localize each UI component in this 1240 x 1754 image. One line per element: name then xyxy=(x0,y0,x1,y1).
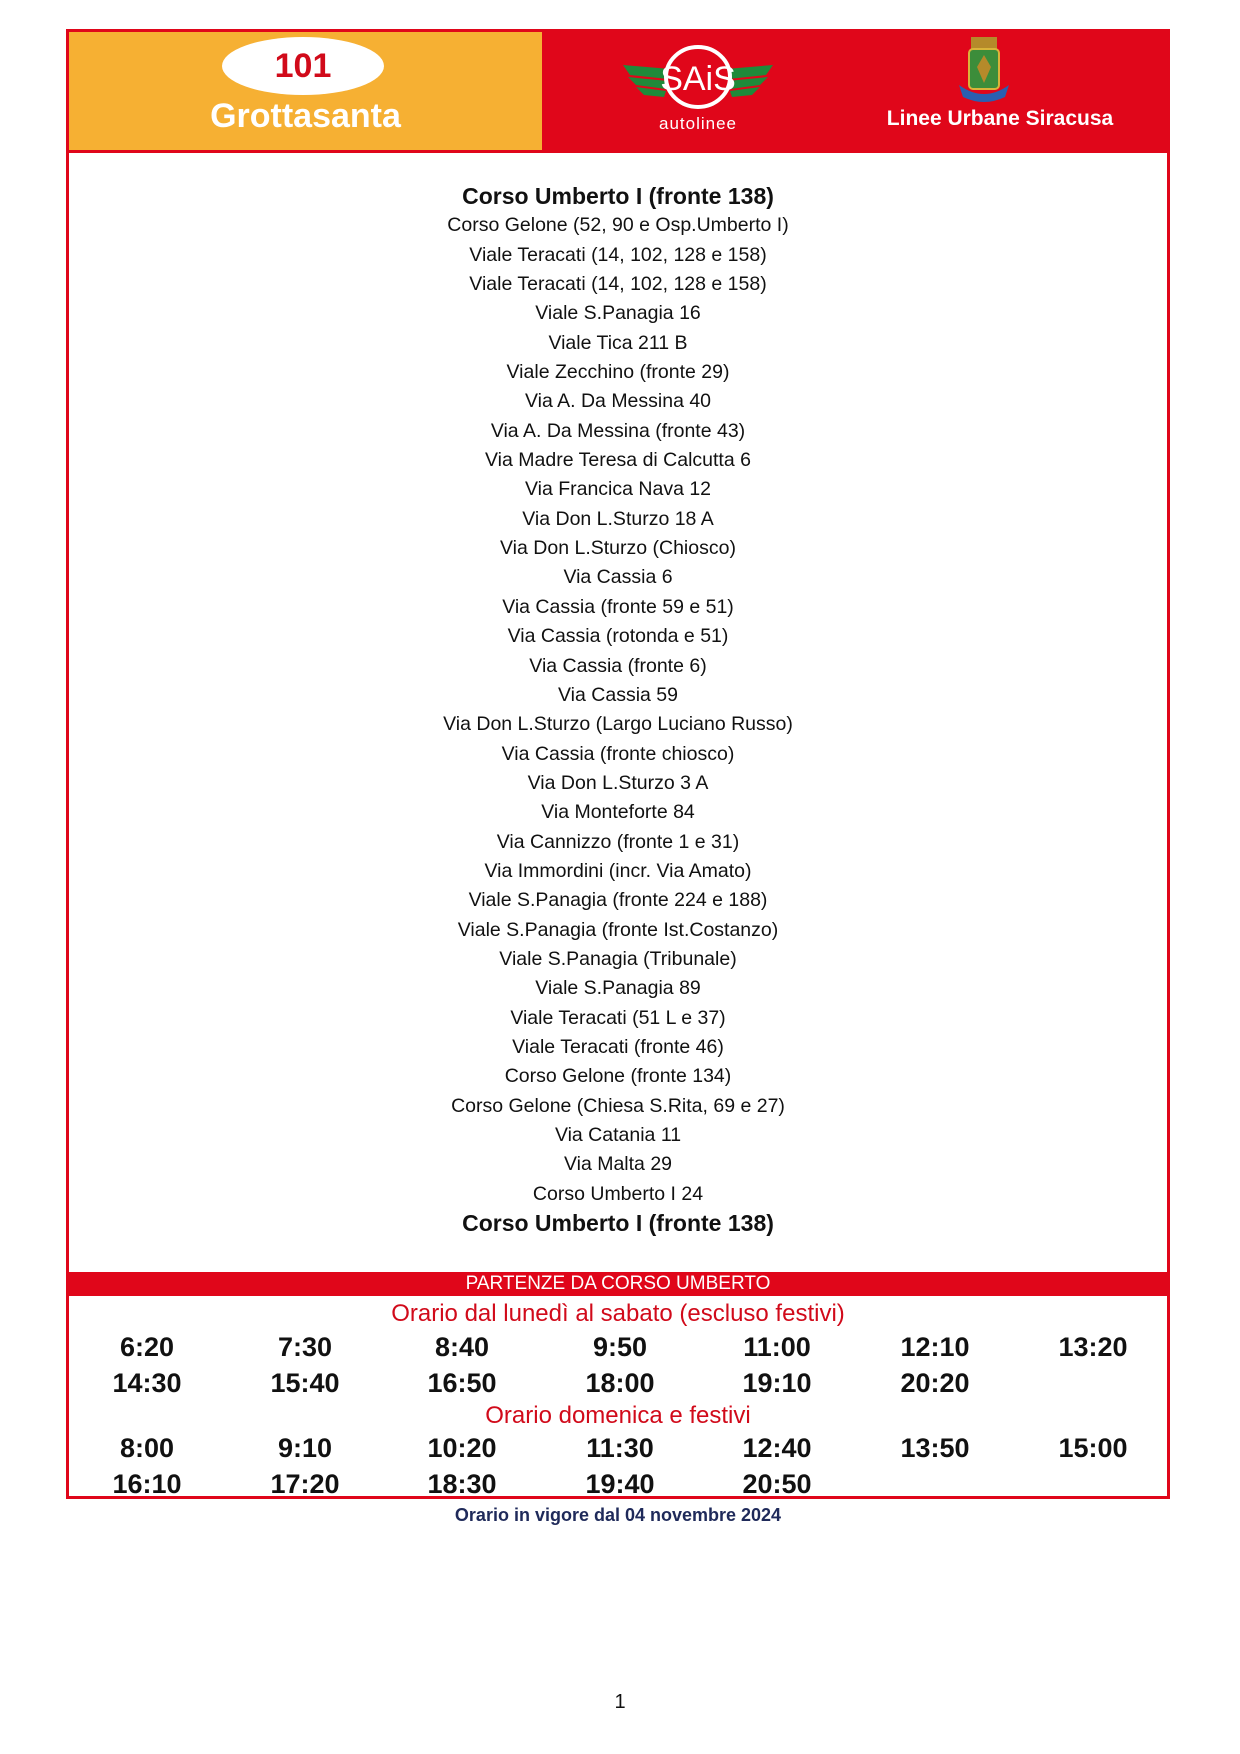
stop-item: Viale S.Panagia (fronte Ist.Costanzo) xyxy=(457,918,779,941)
departure-time: 12:10 xyxy=(900,1332,970,1362)
stop-item: Corso Gelone (52, 90 e Osp.Umberto I) xyxy=(447,214,789,237)
stop-item: Viale Teracati (fronte 46) xyxy=(512,1035,724,1058)
departure-time: 17:20 xyxy=(270,1469,340,1499)
stop-item: Via Madre Teresa di Calcutta 6 xyxy=(485,449,751,472)
stop-item: Via Catania 11 xyxy=(554,1124,682,1146)
stop-item: Corso Umberto I 24 xyxy=(532,1182,704,1205)
weekday-heading: Orario dal lunedì al sabato (escluso fes… xyxy=(391,1300,845,1327)
sais-logo-text: SAiS xyxy=(660,60,736,98)
departure-time: 19:40 xyxy=(585,1469,655,1499)
stop-item: Via Don L.Sturzo 18 A xyxy=(522,507,714,530)
departure-time: 19:10 xyxy=(742,1368,812,1398)
stop-item: Viale S.Panagia 89 xyxy=(535,977,701,1000)
validity-note: Orario in vigore dal 04 novembre 2024 xyxy=(454,1505,782,1525)
terminus-stop: Corso Umberto I (fronte 138) xyxy=(462,1210,774,1237)
sunday-row-2: 16:10 17:20 18:30 19:40 20:50 xyxy=(69,1469,1167,1505)
departure-time: 14:30 xyxy=(112,1368,182,1398)
stop-item: Via Don L.Sturzo (Largo Luciano Russo) xyxy=(443,713,793,736)
stop-item: Corso Gelone (Chiesa S.Rita, 69 e 27) xyxy=(451,1094,785,1117)
stop-item: Via Monteforte 84 xyxy=(541,801,695,824)
stop-item: Via Cassia 59 xyxy=(558,683,678,706)
departure-time: 11:00 xyxy=(743,1332,811,1362)
departure-time: 8:40 xyxy=(434,1332,490,1362)
stop-item: Viale Zecchino (fronte 29) xyxy=(506,361,730,384)
stop-item: Viale Teracati (14, 102, 128 e 158) xyxy=(469,243,767,266)
departures-band: PARTENZE DA CORSO UMBERTO xyxy=(69,1272,1167,1296)
page-number: 1 xyxy=(614,1691,626,1713)
departure-time: 20:50 xyxy=(742,1469,812,1499)
departure-time: 9:10 xyxy=(277,1433,333,1463)
stop-item: Via Cassia (fronte 6) xyxy=(529,654,707,677)
stop-item: Viale S.Panagia (Tribunale) xyxy=(499,947,737,970)
divider xyxy=(69,150,1167,153)
route-name: Grottasanta xyxy=(210,97,401,135)
departure-time: 16:50 xyxy=(427,1368,497,1398)
stop-item: Viale S.Panagia 16 xyxy=(535,302,701,325)
stop-item: Via Malta 29 xyxy=(563,1153,673,1176)
stop-item: Corso Gelone (fronte 134) xyxy=(504,1065,732,1088)
departure-time: 8:00 xyxy=(119,1433,175,1463)
stop-item: Viale Teracati (14, 102, 128 e 158) xyxy=(469,273,767,296)
departure-time: 12:40 xyxy=(742,1433,812,1463)
departure-time: 10:20 xyxy=(427,1433,497,1463)
departure-time: 13:20 xyxy=(1058,1332,1128,1362)
sunday-heading: Orario domenica e festivi xyxy=(485,1402,751,1429)
stop-item: Viale S.Panagia (fronte 224 e 188) xyxy=(468,889,768,912)
stop-item: Viale Teracati (51 L e 37) xyxy=(510,1006,726,1029)
departure-time: 15:00 xyxy=(1058,1433,1128,1463)
sunday-row-1: 8:00 9:10 10:20 11:30 12:40 13:50 15:00 xyxy=(69,1433,1167,1469)
city-lines-label: Linee Urbane Siracusa xyxy=(886,107,1114,130)
departure-time: 13:50 xyxy=(900,1433,970,1463)
departure-time: 18:00 xyxy=(585,1368,655,1398)
stop-item: Via A. Da Messina (fronte 43) xyxy=(490,419,746,442)
stop-item: Via Cassia (rotonda e 51) xyxy=(507,625,729,648)
departure-time: 15:40 xyxy=(270,1368,340,1398)
stop-item: Via Cassia 6 xyxy=(563,566,673,589)
departure-time: 16:10 xyxy=(112,1469,182,1499)
departure-time: 7:30 xyxy=(277,1332,333,1362)
departure-time: 18:30 xyxy=(427,1469,497,1499)
stop-item: Via Immordini (incr. Via Amato) xyxy=(484,859,752,882)
stop-item: Viale Tica 211 B xyxy=(548,331,688,354)
terminus-stop: Corso Umberto I (fronte 138) xyxy=(462,183,774,209)
stop-item: Via Don L.Sturzo 3 A xyxy=(527,771,709,794)
stop-item: Via Don L.Sturzo (Chiosco) xyxy=(500,537,736,560)
departure-time: 11:30 xyxy=(586,1433,654,1463)
weekday-row-1: 6:20 7:30 8:40 9:50 11:00 12:10 13:20 xyxy=(69,1332,1167,1368)
stop-item: Via Cannizzo (fronte 1 e 31) xyxy=(496,830,740,853)
departure-time: 20:20 xyxy=(900,1368,970,1398)
departure-time: 6:20 xyxy=(119,1332,175,1362)
stop-list: Corso Umberto I (fronte 138) Corso Gelone… xyxy=(69,182,1167,1238)
stop-item: Via A. Da Messina 40 xyxy=(524,390,712,413)
departure-time: 9:50 xyxy=(592,1332,648,1362)
stop-item: Via Cassia (fronte 59 e 51) xyxy=(502,595,734,618)
route-number-badge: 101 xyxy=(222,37,384,95)
sais-logo-icon: SAiS xyxy=(623,45,773,109)
stop-item: Via Cassia (fronte chiosco) xyxy=(501,742,735,765)
stop-item: Via Francica Nava 12 xyxy=(524,478,712,501)
city-crest-icon xyxy=(959,37,1009,102)
weekday-row-2: 14:30 15:40 16:50 18:00 19:10 20:20 xyxy=(69,1368,1167,1404)
timetable-frame xyxy=(66,29,1170,1499)
logo-subtitle: autolinee xyxy=(658,114,737,133)
